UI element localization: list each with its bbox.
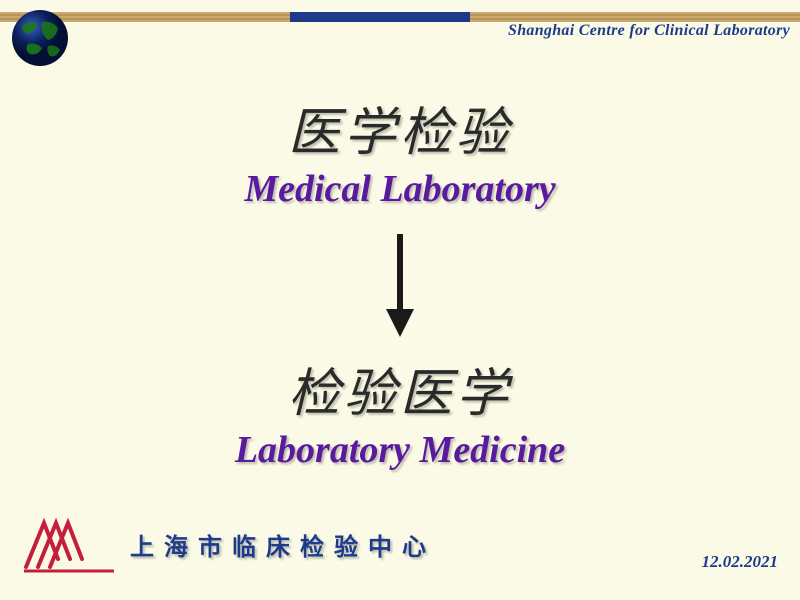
- footer-date: 12.02.2021: [702, 552, 779, 572]
- bar-gold-right: [470, 12, 800, 22]
- block1-chinese: 医学检验: [0, 90, 800, 165]
- globe-icon: [10, 8, 70, 68]
- bar-blue: [290, 12, 470, 22]
- arrow-down-icon: [0, 229, 800, 339]
- block1-english: Medical Laboratory: [0, 167, 800, 211]
- main-content: 医学检验 Medical Laboratory 检验医学 Laboratory …: [0, 90, 800, 472]
- block2-english: Laboratory Medicine: [0, 428, 800, 472]
- header-org-name: Shanghai Centre for Clinical Laboratory: [508, 22, 790, 40]
- footer-logo-icon: [18, 515, 118, 580]
- footer-org-name: 上海市临床检验中心: [130, 527, 436, 562]
- block2-chinese: 检验医学: [0, 351, 800, 426]
- header-bar: [0, 12, 800, 22]
